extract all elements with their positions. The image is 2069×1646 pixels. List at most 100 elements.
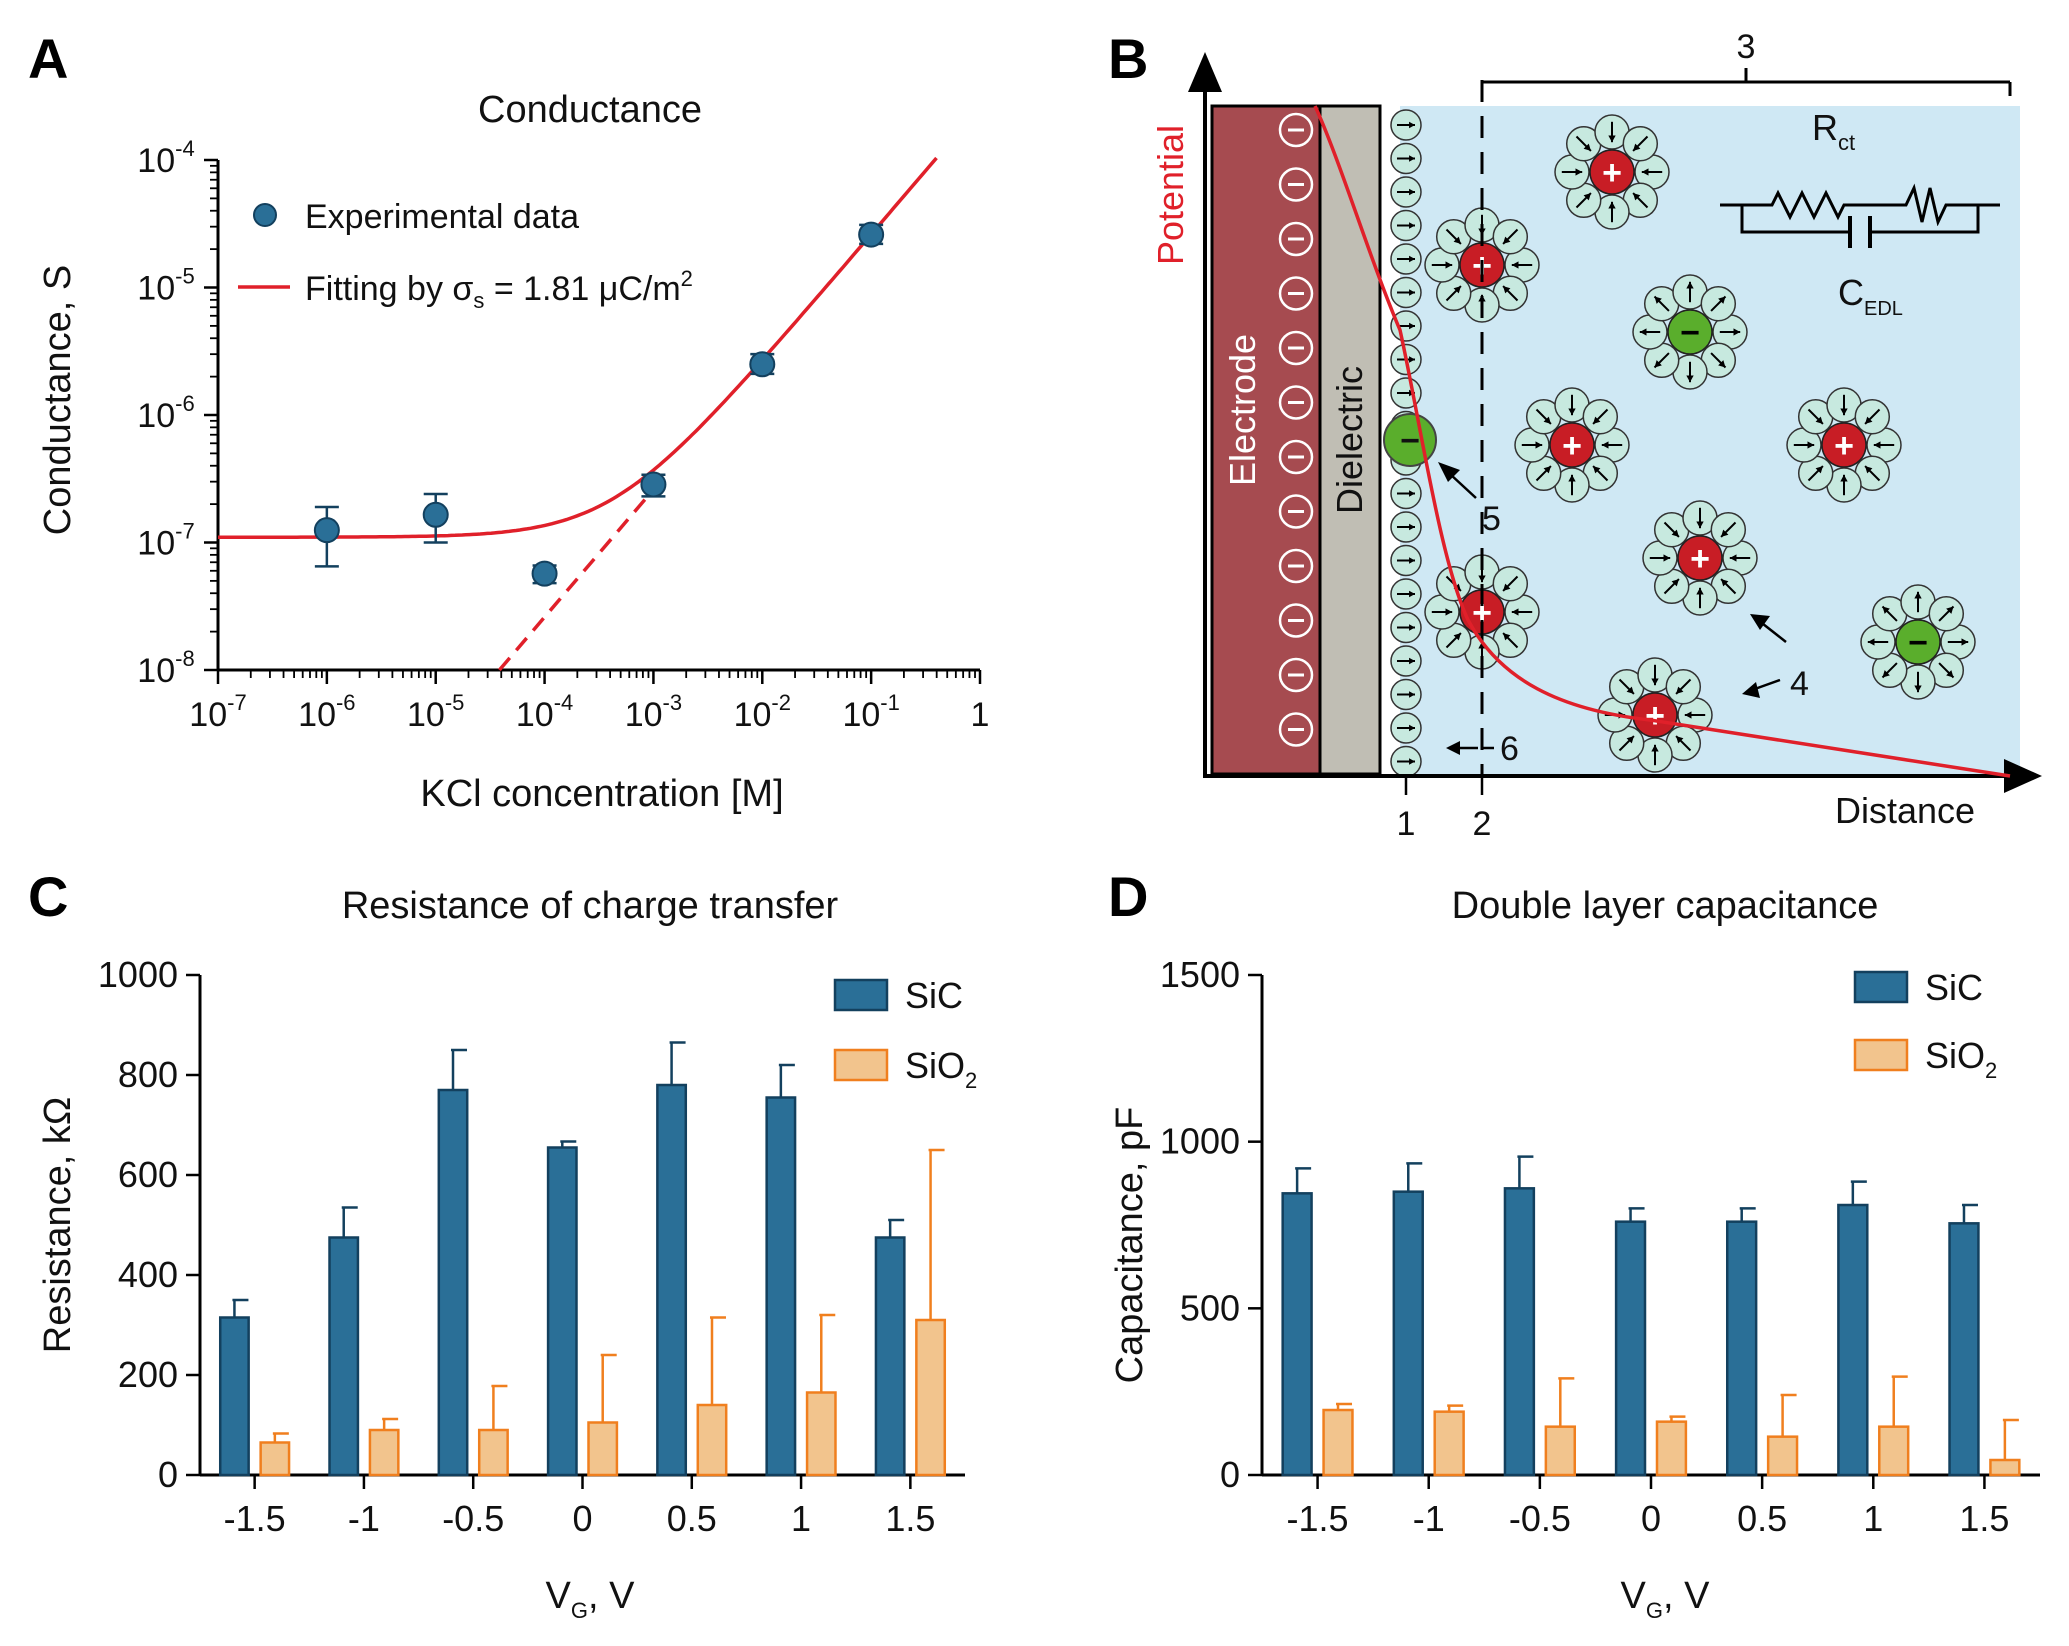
legend-c: SiC SiO2 xyxy=(833,975,977,1093)
water-dipole-head xyxy=(1409,289,1415,296)
water-dipole-head xyxy=(1409,155,1415,162)
panel-letter-a: A xyxy=(28,27,68,90)
data-point xyxy=(313,517,340,544)
y-tick-label: 1500 xyxy=(1160,954,1240,995)
x-tick-label: 1 xyxy=(1863,1498,1883,1539)
water-dipole-head xyxy=(1503,286,1511,294)
water-dipole-head xyxy=(1543,466,1551,474)
water-dipole-head xyxy=(1671,579,1679,587)
water-dipole-head xyxy=(1409,624,1415,631)
legend-swatch-sic-d xyxy=(1853,970,1909,1004)
cation-sign: + xyxy=(1562,427,1582,465)
legend-swatch-sio2-d xyxy=(1853,1038,1909,1072)
y-tick-label-a: 10-5 xyxy=(137,264,194,308)
cedl-label: CEDL xyxy=(1838,272,1903,320)
water-dipole-head xyxy=(1409,356,1415,363)
legend-d: SiC SiO2 xyxy=(1853,967,1997,1083)
label-3: 3 xyxy=(1737,28,1756,66)
electrode-charge-circle xyxy=(1278,276,1314,311)
water-dipole-head xyxy=(1409,758,1415,765)
water-dipole-head xyxy=(1575,168,1583,176)
water-dipole-head xyxy=(1453,633,1461,641)
water-dipole-head xyxy=(1503,236,1511,244)
electrode-charge-circle xyxy=(1278,494,1314,529)
legend-label-sio2-d: SiO2 xyxy=(1925,1035,1997,1083)
sic-bar xyxy=(874,1236,906,1477)
water-dipole-head xyxy=(1409,724,1415,732)
plot-area-c: 0 200 400 600 800 1000 -1.5 -1 -0.5 0 0.5 1 1.5 xyxy=(98,954,965,1539)
rct-label: Rct xyxy=(1812,107,1855,155)
water-dipole-head xyxy=(1409,490,1415,497)
water-dipole-head xyxy=(1409,590,1415,598)
y-tick-label: 800 xyxy=(118,1054,178,1095)
x-tick-label: -0.5 xyxy=(442,1498,504,1539)
cation xyxy=(1632,692,1678,738)
electrode-charge-circle xyxy=(1278,112,1314,148)
water-dipole-head xyxy=(1882,670,1890,678)
water-dipole-head xyxy=(1583,193,1591,201)
cation-sign: + xyxy=(1834,427,1854,465)
electrode-charge-circle xyxy=(1278,330,1314,366)
data-point xyxy=(422,501,449,528)
x-axis-label-d: VG, V xyxy=(1621,1575,1711,1623)
electrode-charge-circle xyxy=(1278,221,1314,257)
panel-a: A Conductance Conductance, S KCl concent… xyxy=(28,27,989,815)
anion-sign: − xyxy=(1908,624,1928,662)
water-dipole-head xyxy=(1503,633,1511,641)
x-tick-label: -1 xyxy=(1413,1498,1445,1539)
sic-bar xyxy=(546,1146,578,1477)
water-dipole-head xyxy=(1478,575,1486,583)
water-dipole-head xyxy=(1914,685,1922,693)
x-tick-label: -1.5 xyxy=(1287,1498,1349,1539)
water-dipole-head xyxy=(1593,416,1601,424)
water-dipole-head xyxy=(1882,606,1890,614)
water-dipole-head xyxy=(1626,736,1634,744)
water-dipole-head xyxy=(1409,691,1415,698)
y-axis-label-a: Conductance, S xyxy=(37,265,79,535)
dielectric-label: Dielectric xyxy=(1329,366,1370,514)
sio2-bar xyxy=(259,1441,291,1477)
sic-bar xyxy=(328,1236,360,1477)
x-tick-label: 1.5 xyxy=(1959,1498,2009,1539)
water-dipole-head xyxy=(1543,416,1551,424)
cation xyxy=(1821,422,1867,468)
sic-bar xyxy=(1503,1187,1536,1477)
x-tick-label-a: 10-1 xyxy=(842,690,899,734)
water-dipole-head xyxy=(1409,557,1415,564)
water-dipole-head xyxy=(1686,375,1694,383)
water-dipole-head xyxy=(1409,322,1415,330)
y-tick-label: 500 xyxy=(1180,1287,1240,1328)
anion-sign: − xyxy=(1680,314,1700,352)
electrode-charge-circle xyxy=(1278,548,1314,584)
chart-title-a: Conductance xyxy=(478,89,702,131)
x-tick-label: 0 xyxy=(572,1498,592,1539)
x-tick-label-a: 10-4 xyxy=(516,690,573,734)
cation xyxy=(1589,149,1635,195)
water-dipole-head xyxy=(1840,408,1848,416)
water-dipole-head xyxy=(1721,529,1729,537)
sio2-bar xyxy=(477,1428,509,1477)
water-dipole-head xyxy=(1568,408,1576,416)
water-dipole-head xyxy=(1946,670,1954,678)
x-tick-label-a: 10-6 xyxy=(298,690,355,734)
water-dipole-head xyxy=(1453,236,1461,244)
water-dipole-head xyxy=(1445,608,1453,616)
sio2-bar xyxy=(368,1428,400,1477)
legend-a: Experimental data Fitting by σs = 1.81 μ… xyxy=(238,198,693,313)
water-dipole-head xyxy=(1535,441,1543,449)
equivalent-circuit: Rct CEDL xyxy=(1720,107,2000,320)
water-dipole-head xyxy=(1409,188,1415,196)
electrode-charge-circle xyxy=(1278,385,1314,420)
legend-label-sic-d: SiC xyxy=(1925,967,1983,1008)
cation xyxy=(1677,535,1723,581)
water-dipole-head xyxy=(1633,193,1641,201)
water-dipole-head xyxy=(1503,583,1511,591)
sio2-bar xyxy=(1655,1420,1688,1477)
sio2-bar xyxy=(1989,1458,2021,1477)
water-dipole-head xyxy=(1409,121,1415,129)
electrode-block xyxy=(1212,106,1320,774)
water-dipole-head xyxy=(1718,296,1726,304)
label-1: 1 xyxy=(1397,805,1416,843)
dielectric-block xyxy=(1318,104,1382,776)
